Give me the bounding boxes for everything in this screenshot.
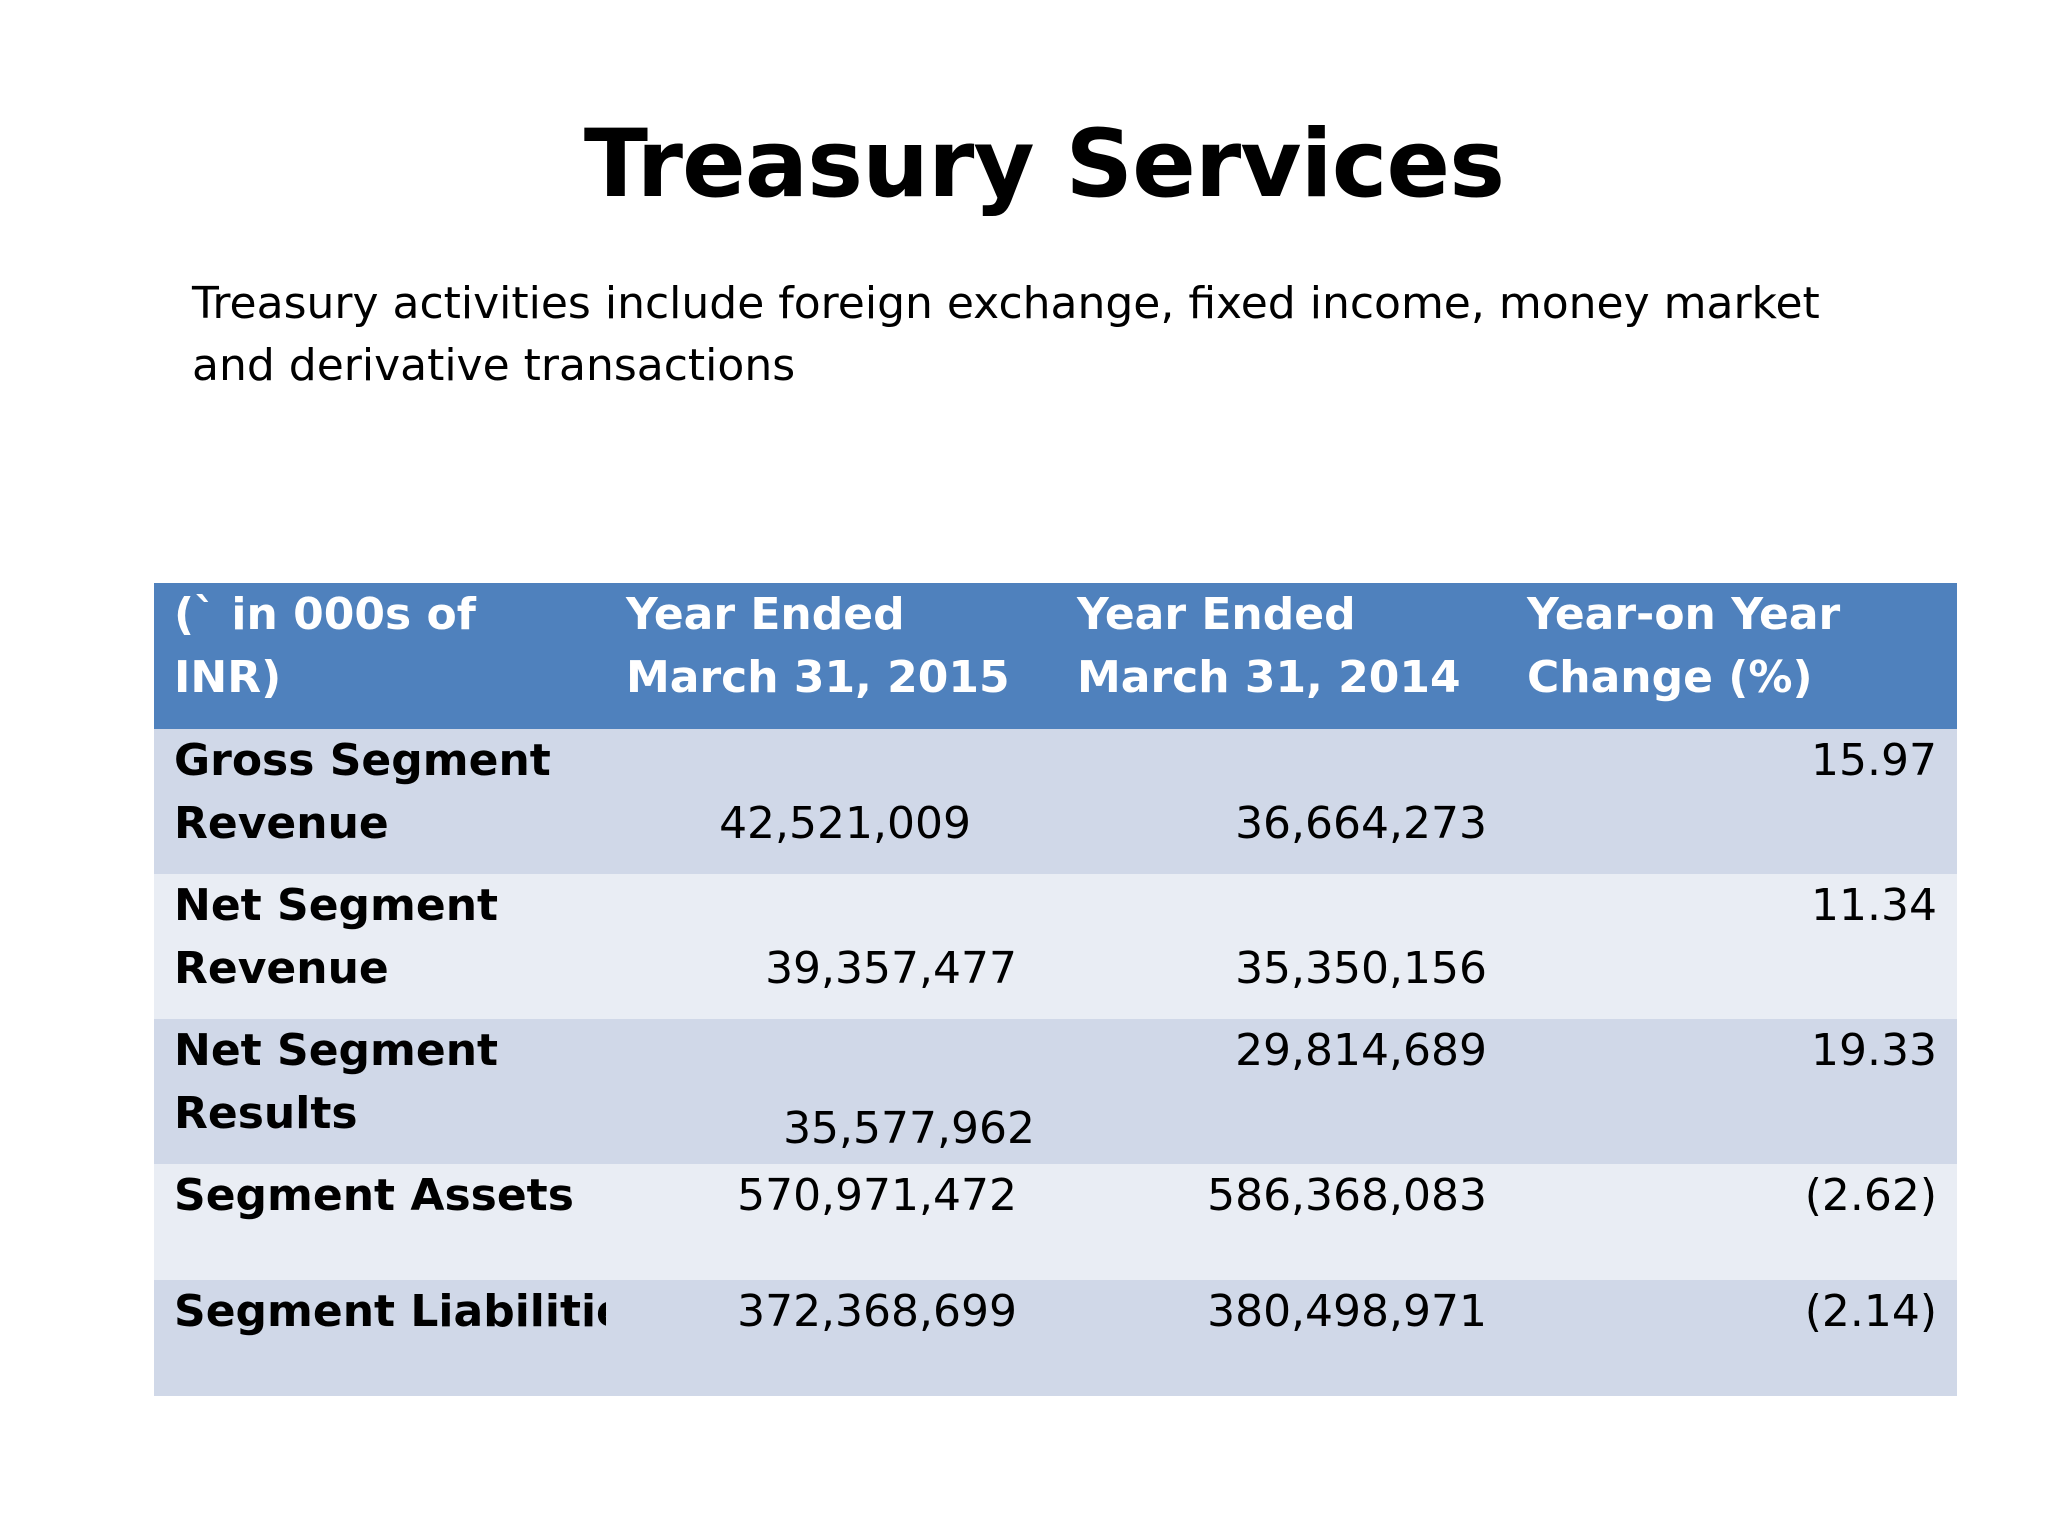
row-label-line1: Gross Segment: [174, 735, 551, 786]
table-row: Net Segment Results 35,577,962 29,814,68…: [154, 1019, 1957, 1164]
header-fy2014-line2: March 31, 2014: [1077, 652, 1461, 703]
value-fy2014: 36,664,273: [1235, 798, 1487, 849]
cell-fy2015: 372,368,699: [606, 1280, 1057, 1396]
row-label: Net Segment Results: [154, 1019, 606, 1164]
row-label-line1: Segment Assets: [174, 1170, 574, 1221]
cell-change: 15.97: [1507, 729, 1957, 874]
row-label-line1: Net Segment: [174, 880, 499, 931]
header-fy2015-line2: March 31, 2015: [626, 652, 1010, 703]
value-fy2014: 380,498,971: [1207, 1286, 1487, 1337]
row-label: Net Segment Revenue: [154, 874, 606, 1019]
cell-fy2015: 39,357,477: [606, 874, 1057, 1019]
row-label-line1: Net Segment: [174, 1025, 499, 1076]
row-label: Segment Liabilities: [154, 1280, 653, 1396]
table-row: Gross Segment Revenue 42,521,009 36,664,…: [154, 729, 1957, 874]
value-fy2014: 29,814,689: [1235, 1025, 1487, 1076]
value-fy2014: 586,368,083: [1207, 1170, 1487, 1221]
row-label-line2: Revenue: [174, 943, 389, 994]
cell-fy2015: 42,521,009: [606, 729, 1057, 874]
value-fy2015: 39,357,477: [765, 943, 1017, 994]
value-fy2015: 42,521,009: [719, 798, 971, 849]
table-header-row: (` in 000s of INR) Year Ended March 31, …: [154, 583, 1957, 729]
header-change-line2: Change (%): [1527, 652, 1813, 703]
header-fy2014: Year Ended March 31, 2014: [1057, 583, 1507, 729]
value-change: (2.14): [1804, 1286, 1937, 1337]
table-row: Segment Liabilities 372,368,699 380,498,…: [154, 1280, 1957, 1396]
cell-fy2014: 29,814,689: [1057, 1019, 1507, 1164]
value-change: (2.62): [1804, 1170, 1937, 1221]
value-change: 15.97: [1811, 735, 1937, 786]
row-label-line2: Results: [174, 1088, 358, 1139]
cell-fy2014: 35,350,156: [1057, 874, 1507, 1019]
segment-table: (` in 000s of INR) Year Ended March 31, …: [154, 583, 1957, 1396]
row-label: Gross Segment Revenue: [154, 729, 606, 874]
header-units: (` in 000s of INR): [154, 583, 606, 729]
table-row: Segment Assets 570,971,472 586,368,083 (…: [154, 1164, 1957, 1280]
header-fy2015-line1: Year Ended: [626, 589, 905, 640]
header-fy2014-line1: Year Ended: [1077, 589, 1356, 640]
value-fy2014: 35,350,156: [1235, 943, 1487, 994]
cell-fy2014: 36,664,273: [1057, 729, 1507, 874]
header-fy2015: Year Ended March 31, 2015: [606, 583, 1057, 729]
value-change: 11.34: [1811, 880, 1937, 931]
cell-change: (2.62): [1507, 1164, 1957, 1280]
cell-fy2014: 380,498,971: [1057, 1280, 1507, 1396]
slide-title: Treasury Services: [583, 110, 1505, 219]
cell-change: (2.14): [1507, 1280, 1957, 1396]
row-label: Segment Assets: [154, 1164, 606, 1280]
cell-change: 11.34: [1507, 874, 1957, 1019]
cell-fy2014: 586,368,083: [1057, 1164, 1507, 1280]
slide-subtitle: Treasury activities include foreign exch…: [192, 278, 1820, 391]
cell-fy2015: 570,971,472: [606, 1164, 1057, 1280]
row-label-line2: Revenue: [174, 798, 389, 849]
header-change-line1: Year-on Year: [1527, 589, 1841, 640]
cell-fy2015: 35,577,962: [606, 1019, 1057, 1164]
value-fy2015: 35,577,962: [783, 1103, 1035, 1154]
value-fy2015: 372,368,699: [737, 1286, 1017, 1337]
header-change: Year-on Year Change (%): [1507, 583, 1957, 729]
value-change: 19.33: [1811, 1025, 1937, 1076]
row-label-line1: Segment Liabilities: [174, 1286, 653, 1337]
table-row: Net Segment Revenue 39,357,477 35,350,15…: [154, 874, 1957, 1019]
cell-change: 19.33: [1507, 1019, 1957, 1164]
value-fy2015: 570,971,472: [737, 1170, 1017, 1221]
header-units-label: (` in 000s of INR): [174, 589, 476, 703]
